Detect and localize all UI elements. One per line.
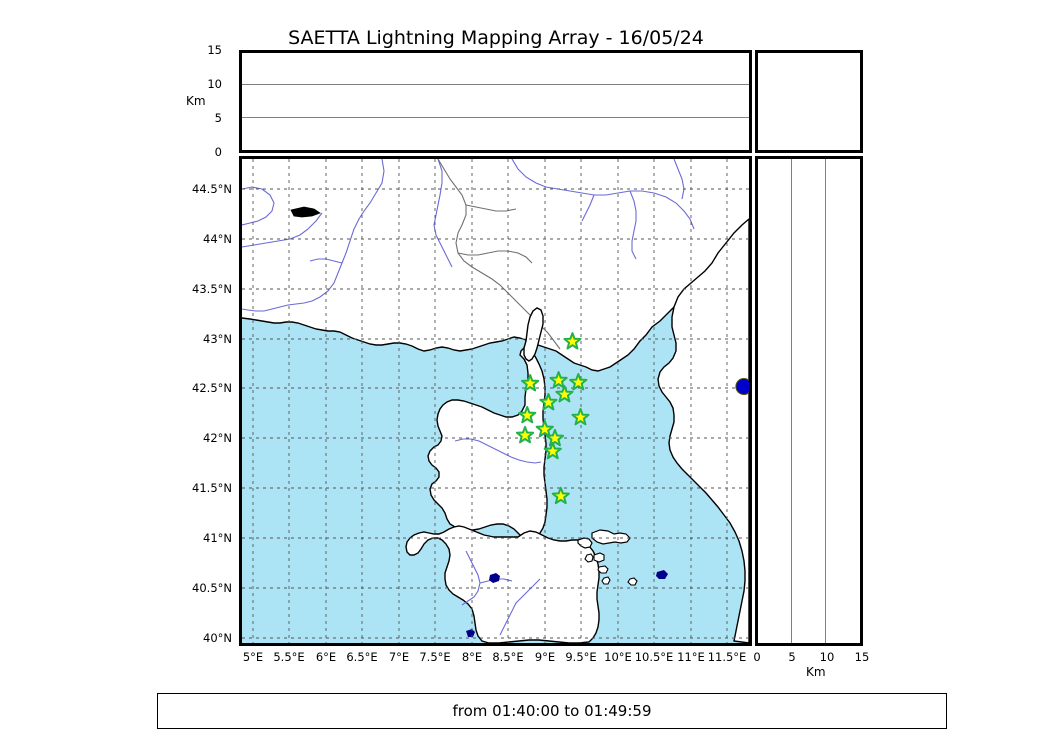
capraia-island	[584, 553, 594, 563]
gridline-10km-v	[825, 159, 826, 643]
station-marker[interactable]	[535, 419, 554, 438]
latitude-tick-43: 43°N	[203, 332, 232, 346]
sardinia-island	[405, 525, 600, 643]
italy-west-coast	[657, 218, 749, 643]
time-range-text: from 01:40:00 to 01:49:59	[452, 702, 652, 720]
longitude-tick-7.5: 7.5°E	[419, 650, 451, 664]
corsica-river	[454, 438, 542, 464]
latitude-tick-40.5: 40.5°N	[192, 581, 232, 595]
latitude-tick-42.5: 42.5°N	[192, 381, 232, 395]
river-tributary-3	[581, 194, 595, 222]
longitude-tick-9: 9°E	[534, 650, 556, 664]
rhone-delta-detail	[290, 206, 321, 218]
lightning-source-point[interactable]	[735, 378, 749, 396]
corner-panel	[755, 50, 863, 153]
station-marker[interactable]	[545, 428, 565, 447]
map-svg	[242, 159, 749, 643]
station-marker[interactable]	[571, 407, 590, 426]
latitude-tick-40: 40°N	[203, 631, 232, 645]
gridline-5km	[242, 117, 749, 118]
ytick-top-0: 0	[214, 145, 222, 159]
cap-corse	[523, 307, 544, 362]
sardinia-lake-2	[466, 629, 475, 637]
station-marker[interactable]	[569, 373, 588, 391]
station-marker[interactable]	[549, 371, 568, 389]
station-marker[interactable]	[521, 374, 540, 392]
longitude-tick-11: 11°E	[677, 650, 705, 664]
latitude-tick-44: 44°N	[203, 232, 232, 246]
xtick-right-5: 5	[788, 650, 796, 664]
station-marker[interactable]	[563, 332, 582, 350]
xtick-right-10: 10	[819, 650, 835, 664]
elba-island	[591, 529, 631, 545]
river-tributary-2	[242, 212, 323, 248]
station-marker[interactable]	[515, 425, 535, 444]
xtick-right-0: 0	[753, 650, 761, 664]
xtick-right-15: 15	[854, 650, 870, 664]
rivers-layer	[242, 159, 695, 312]
station-marker[interactable]	[539, 393, 558, 411]
sardinia-islet-1	[593, 552, 605, 563]
sardinia-lake-1	[489, 573, 500, 583]
longitude-tick-5: 5°E	[242, 650, 264, 664]
station-markers-layer	[515, 332, 590, 505]
sardinia-islet-2	[597, 565, 609, 574]
longitude-tick-6: 6°E	[315, 650, 337, 664]
lightning-source-points-layer	[735, 378, 749, 396]
island-small-1	[601, 576, 611, 585]
border-region-2	[457, 250, 533, 264]
ytick-top-15: 15	[207, 43, 222, 57]
longitude-tick-5.5: 5.5°E	[273, 650, 305, 664]
longitude-tick-10.5: 10.5°E	[634, 650, 674, 664]
longitude-tick-9.5: 9.5°E	[565, 650, 597, 664]
gridline-5km-v	[791, 159, 792, 643]
longitude-tick-7: 7°E	[388, 650, 410, 664]
longitude-tick-10: 10°E	[604, 650, 632, 664]
altitude-longitude-panel[interactable]	[239, 50, 752, 153]
longitude-tick-11.5: 11.5°E	[707, 650, 747, 664]
top-panel-axis-label: Km	[186, 94, 206, 108]
station-marker[interactable]	[551, 486, 570, 505]
river-arno	[673, 159, 685, 200]
ytick-top-10: 10	[207, 77, 222, 91]
gridline-10km	[242, 84, 749, 85]
page-title: SAETTA Lightning Mapping Array - 16/05/2…	[288, 27, 704, 49]
longitude-tick-8: 8°E	[461, 650, 483, 664]
geographic-map-panel[interactable]	[239, 156, 752, 646]
river-durance	[242, 304, 289, 312]
map-graticule	[242, 159, 749, 643]
river-po-2	[629, 190, 637, 260]
latitude-tick-44.5: 44.5°N	[192, 182, 232, 196]
status-bar: from 01:40:00 to 01:49:59	[157, 693, 947, 729]
mainland-landmass	[242, 159, 749, 371]
river-po-1	[511, 159, 695, 230]
river-flumendosa	[499, 578, 541, 636]
station-marker[interactable]	[555, 385, 574, 403]
latitude-tick-41: 41°N	[203, 531, 232, 545]
river-var	[433, 159, 453, 268]
river-tributary-1	[242, 186, 275, 226]
ytick-top-5: 5	[214, 111, 222, 125]
island-small-2	[627, 577, 638, 586]
latitude-tick-42: 42°N	[203, 431, 232, 445]
mainland-coastline	[242, 228, 749, 372]
river-rhone	[287, 159, 385, 306]
italy-lake	[656, 570, 668, 579]
right-panel-axis-label: Km	[806, 665, 826, 679]
latitude-tick-41.5: 41.5°N	[192, 481, 232, 495]
latitude-tick-43.5: 43.5°N	[192, 282, 232, 296]
altitude-latitude-panel[interactable]	[755, 156, 863, 646]
longitude-tick-6.5: 6.5°E	[346, 650, 378, 664]
longitude-tick-8.5: 8.5°E	[492, 650, 524, 664]
station-marker[interactable]	[543, 441, 562, 460]
station-marker[interactable]	[518, 405, 537, 424]
